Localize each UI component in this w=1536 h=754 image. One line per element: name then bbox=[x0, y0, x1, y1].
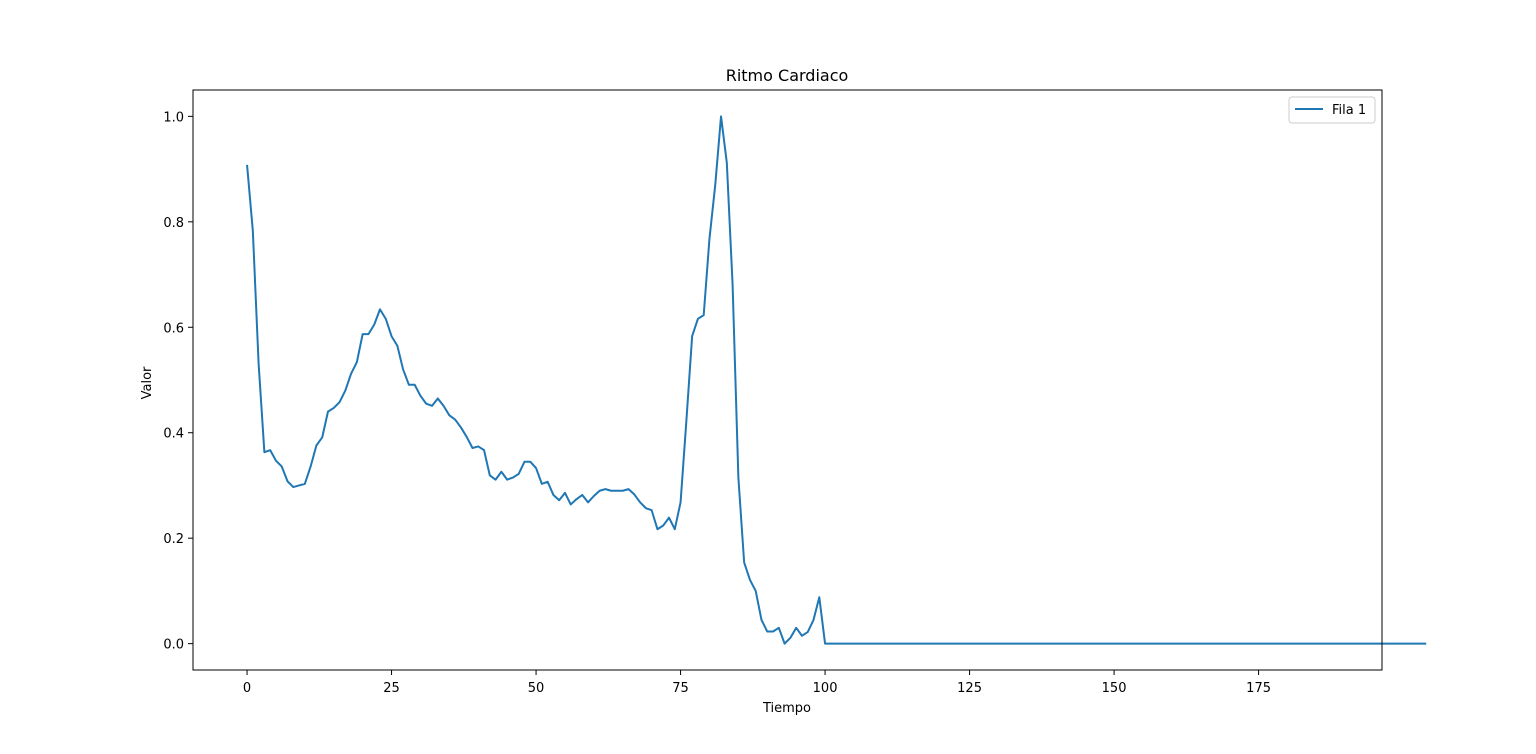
x-tick-label: 150 bbox=[1102, 681, 1127, 696]
y-tick-label: 0.0 bbox=[163, 638, 184, 653]
plot-frame bbox=[192, 89, 1383, 671]
x-tick-label: 50 bbox=[528, 681, 545, 696]
y-tick-label: 0.4 bbox=[163, 427, 184, 442]
legend-label: Fila 1 bbox=[1332, 103, 1366, 118]
legend: Fila 1 bbox=[1288, 96, 1376, 124]
y-axis-label: Valor bbox=[140, 366, 155, 399]
y-axis: 0.0 0.2 0.4 0.6 0.8 1.0 bbox=[163, 110, 193, 653]
y-tick-label: 1.0 bbox=[163, 110, 184, 125]
series-layer bbox=[246, 115, 1427, 645]
series-line bbox=[246, 115, 1427, 645]
plot-area bbox=[193, 90, 1382, 670]
x-tick-label: 175 bbox=[1246, 681, 1271, 696]
y-tick-label: 0.8 bbox=[163, 216, 184, 231]
x-axis: 0 25 50 75 100 125 150 175 bbox=[243, 670, 1271, 696]
y-tick-label: 0.6 bbox=[163, 321, 184, 336]
y-tick-label: 0.2 bbox=[163, 532, 184, 547]
chart-title: Ritmo Cardiaco bbox=[726, 66, 849, 85]
x-tick-label: 25 bbox=[383, 681, 400, 696]
x-tick-label: 75 bbox=[672, 681, 689, 696]
x-axis-label: Tiempo bbox=[762, 701, 811, 716]
x-tick-label: 0 bbox=[243, 681, 251, 696]
legend-box bbox=[1288, 96, 1376, 124]
x-tick-label: 125 bbox=[957, 681, 982, 696]
x-tick-label: 100 bbox=[813, 681, 838, 696]
